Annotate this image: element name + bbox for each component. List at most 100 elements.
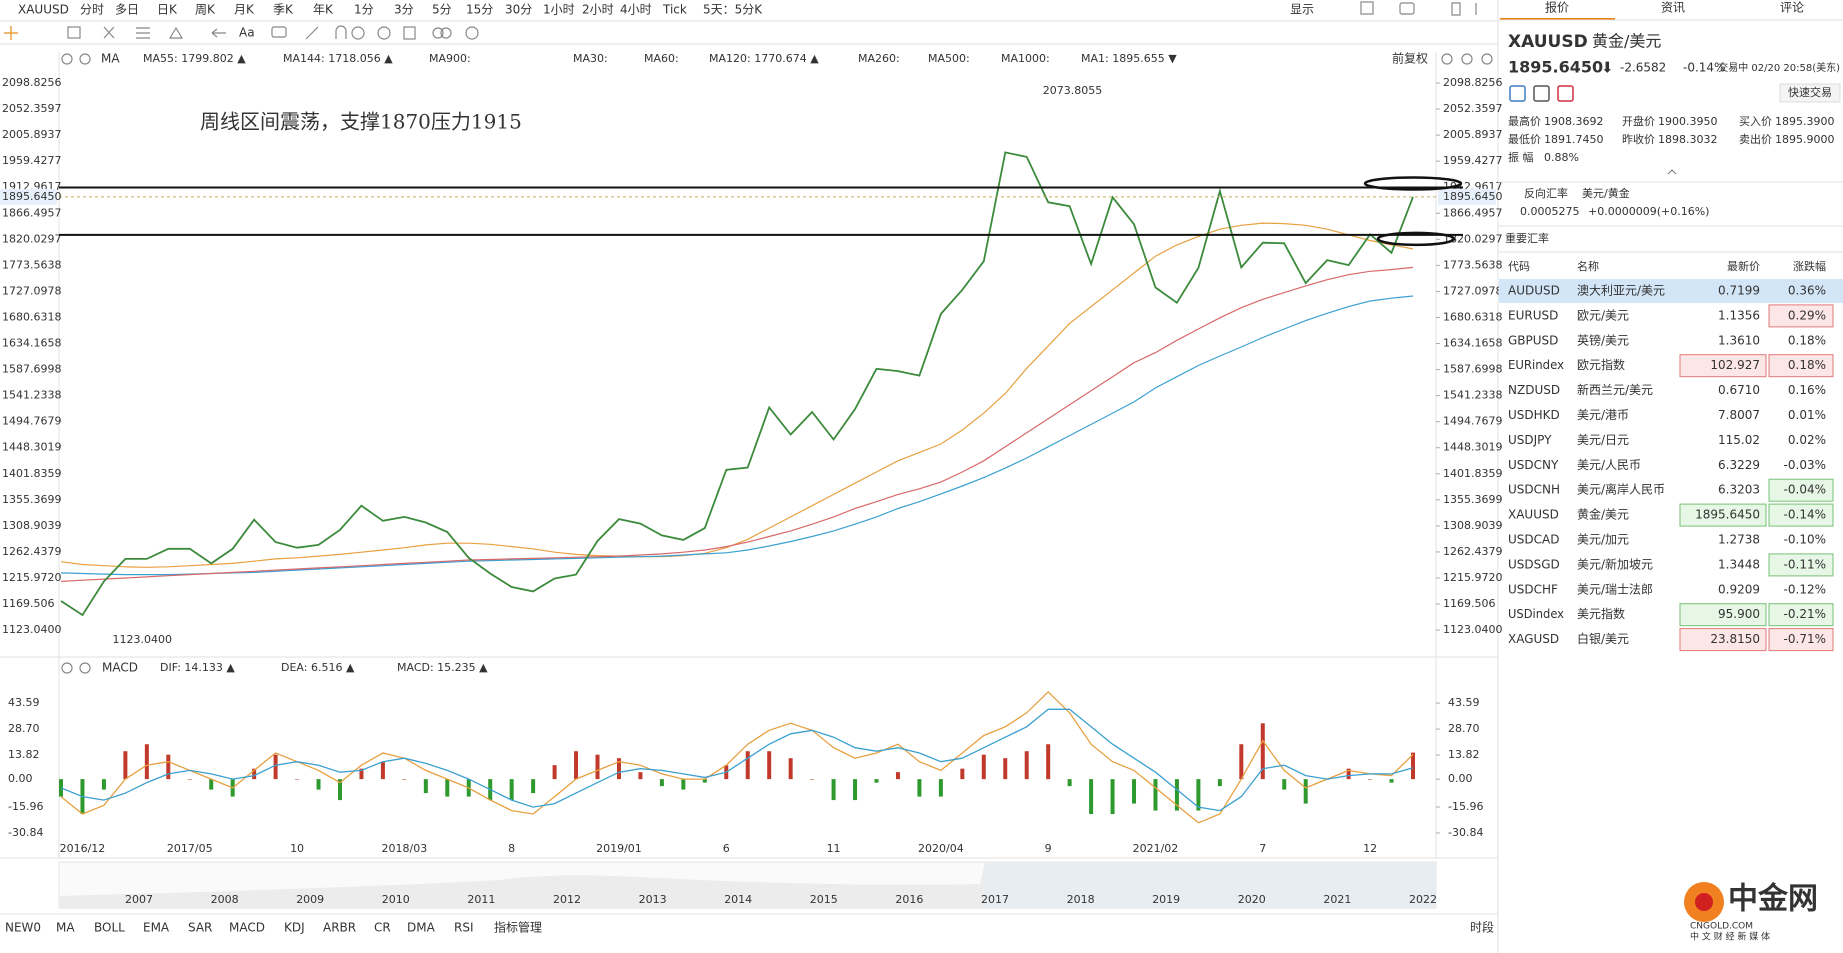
legend-entry[interactable]: DEA: 6.516 ▲: [281, 661, 355, 674]
close-icon[interactable]: [79, 53, 91, 65]
session-button[interactable]: 时段: [1470, 920, 1494, 935]
icon[interactable]: [136, 27, 150, 39]
icon[interactable]: [67, 26, 81, 39]
row-name[interactable]: 美元指数: [1577, 606, 1625, 621]
legend-entry[interactable]: MA1: 1895.655 ▼: [1081, 52, 1177, 65]
indicator-tab[interactable]: SAR: [188, 921, 212, 935]
period-tab[interactable]: 多日: [115, 3, 139, 17]
row-name[interactable]: 美元/离岸人民币: [1577, 482, 1665, 497]
icon[interactable]: [271, 26, 287, 38]
quick-trade-label[interactable]: 快速交易: [1788, 85, 1832, 99]
row-code[interactable]: EURindex: [1508, 358, 1564, 372]
settings-icon[interactable]: [61, 662, 73, 674]
legend-entry[interactable]: MA900:: [429, 52, 471, 65]
reset-icon[interactable]: [1441, 53, 1453, 65]
icon[interactable]: [168, 26, 184, 39]
legend-entry[interactable]: MA1000:: [1001, 52, 1050, 65]
indicator-tab[interactable]: RSI: [454, 921, 474, 935]
zoom-icon[interactable]: [1481, 53, 1493, 65]
navigator-window[interactable]: [985, 862, 1436, 908]
zoom-icon[interactable]: [1461, 53, 1473, 65]
row-name[interactable]: 新西兰元/美元: [1577, 382, 1653, 397]
period-tab[interactable]: 周K: [195, 3, 216, 17]
settings-icon[interactable]: [61, 53, 73, 65]
row-name[interactable]: 美元/瑞士法郎: [1577, 582, 1653, 596]
legend-entry[interactable]: MA500:: [928, 52, 970, 65]
draw-tools[interactable]: [4, 26, 18, 40]
icon[interactable]: [377, 26, 391, 40]
legend-entry[interactable]: MA30:: [573, 52, 608, 65]
icon[interactable]: [335, 25, 347, 39]
period-tab[interactable]: 5分: [432, 3, 452, 17]
row-code[interactable]: USDCAD: [1508, 533, 1559, 547]
panel-icon[interactable]: [1557, 85, 1574, 102]
icon[interactable]: [305, 26, 319, 40]
row-code[interactable]: AUDUSD: [1508, 284, 1560, 298]
indicator-name[interactable]: MA: [101, 52, 120, 66]
panel-icon[interactable]: [1533, 85, 1550, 102]
period-tab[interactable]: 4小时: [620, 3, 652, 17]
period-tab[interactable]: 分时: [80, 3, 104, 17]
row-name[interactable]: 白银/美元: [1577, 631, 1629, 646]
icon[interactable]: [432, 27, 444, 39]
legend-entry[interactable]: MA55: 1799.802 ▲: [143, 52, 246, 65]
close-icon[interactable]: [79, 662, 91, 674]
row-code[interactable]: GBPUSD: [1508, 333, 1558, 347]
indicator-tab[interactable]: ARBR: [323, 921, 356, 935]
row-name[interactable]: 美元/日元: [1577, 433, 1629, 447]
indicator-tab[interactable]: NEW0: [5, 921, 41, 935]
row-code[interactable]: EURUSD: [1508, 308, 1558, 322]
period-tab[interactable]: 年K: [313, 3, 334, 17]
row-code[interactable]: NZDUSD: [1508, 383, 1560, 397]
panel-tab[interactable]: 评论: [1780, 1, 1804, 15]
indicator-tab[interactable]: MA: [56, 921, 75, 935]
row-code[interactable]: USDindex: [1508, 607, 1564, 621]
row-name[interactable]: 美元/人民币: [1577, 458, 1641, 472]
period-tab[interactable]: 日K: [157, 3, 178, 17]
period-tab[interactable]: 2小时: [582, 3, 614, 17]
panel-tab[interactable]: 资讯: [1661, 1, 1685, 15]
icon[interactable]: [1451, 2, 1477, 16]
icon[interactable]: [103, 26, 115, 39]
legend-entry[interactable]: MACD: 15.235 ▲: [397, 661, 488, 674]
indicator-tab[interactable]: KDJ: [284, 921, 305, 935]
icon[interactable]: [440, 27, 452, 39]
icon[interactable]: [465, 26, 479, 40]
legend-entry[interactable]: DIF: 14.133 ▲: [160, 661, 235, 674]
display-menu[interactable]: 显示: [1290, 3, 1314, 17]
legend-entry[interactable]: MA260:: [858, 52, 900, 65]
icon[interactable]: [403, 26, 416, 40]
period-tab[interactable]: 季K: [273, 3, 294, 17]
row-name[interactable]: 英镑/美元: [1577, 332, 1629, 347]
period-tab[interactable]: 15分: [466, 3, 493, 17]
panel-icon[interactable]: [1509, 85, 1526, 102]
legend-entry[interactable]: MA144: 1718.056 ▲: [283, 52, 393, 65]
period-tab[interactable]: Tick: [662, 3, 687, 17]
row-name[interactable]: 欧元/美元: [1577, 308, 1629, 322]
period-tab[interactable]: 月K: [234, 3, 255, 17]
icon[interactable]: [211, 28, 226, 38]
period-tab[interactable]: 5天：5分K: [703, 3, 763, 17]
camera-icon[interactable]: [1399, 2, 1415, 15]
indicator-tab[interactable]: 指标管理: [494, 920, 542, 935]
indicator-tab[interactable]: BOLL: [94, 921, 125, 935]
legend-entry[interactable]: MA120: 1770.674 ▲: [709, 52, 819, 65]
row-name[interactable]: 美元/新加坡元: [1577, 556, 1653, 571]
row-name[interactable]: 欧元指数: [1577, 357, 1625, 372]
row-name[interactable]: 澳大利亚元/美元: [1577, 284, 1665, 298]
quick-trade-button[interactable]: [1779, 83, 1841, 103]
row-code[interactable]: USDSGD: [1508, 557, 1560, 571]
row-name[interactable]: 美元/港币: [1577, 408, 1629, 422]
crosshair-icon[interactable]: [4, 26, 18, 40]
period-tab[interactable]: 3分: [394, 3, 414, 17]
panel-tab[interactable]: 报价: [1545, 0, 1569, 15]
row-code[interactable]: USDHKD: [1508, 408, 1560, 422]
row-name[interactable]: 黄金/美元: [1577, 507, 1629, 522]
row-selected[interactable]: [1499, 279, 1843, 303]
row-code[interactable]: USDCNY: [1508, 458, 1559, 472]
indicator-tab[interactable]: DMA: [407, 921, 436, 935]
font-tool[interactable]: Aa: [239, 26, 255, 40]
row-name[interactable]: 美元/加元: [1577, 533, 1629, 547]
row-code[interactable]: USDCNH: [1508, 483, 1560, 497]
row-code[interactable]: XAUUSD: [1508, 508, 1559, 522]
